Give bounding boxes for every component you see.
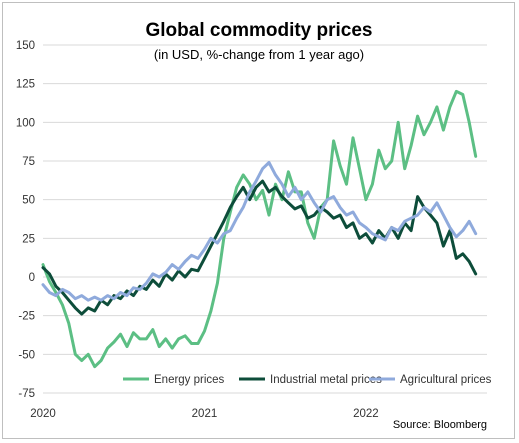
y-tick-label: -75	[18, 388, 35, 400]
legend-label: Agricultural prices	[400, 374, 492, 386]
y-tick-label: 150	[16, 40, 35, 52]
series-line	[41, 161, 478, 302]
y-tick-label: 25	[22, 233, 35, 245]
x-tick-label: 2021	[192, 408, 218, 420]
y-tick-label: 100	[16, 117, 35, 129]
y-tick-label: 125	[16, 79, 35, 91]
line-chart: Global commodity prices (in USD, %-chang…	[16, 20, 492, 431]
y-axis-ticks: 150 125 100 75 50 25 0 -25 -50 -75	[16, 40, 35, 400]
series-lines	[41, 89, 478, 369]
y-tick-label: 0	[29, 272, 35, 284]
y-tick-label: 75	[22, 156, 35, 168]
gridlines	[43, 44, 487, 394]
source-note: Source: Bloomberg	[393, 419, 487, 431]
legend: Energy prices Industrial metal prices Agri…	[123, 374, 492, 386]
y-tick-label: -50	[18, 349, 35, 361]
chart-frame: Global commodity prices (in USD, %-chang…	[2, 2, 515, 439]
x-tick-label: 2022	[353, 408, 379, 420]
chart-subtitle: (in USD, %-change from 1 year ago)	[154, 47, 364, 62]
legend-label: Industrial metal prices	[270, 374, 382, 386]
x-axis-ticks: 2020 2021 2022	[30, 408, 379, 420]
chart-title: Global commodity prices	[146, 20, 373, 41]
y-tick-label: -25	[18, 311, 35, 323]
legend-label: Energy prices	[154, 374, 225, 386]
x-tick-label: 2020	[30, 408, 56, 420]
y-tick-label: 50	[22, 195, 35, 207]
series-line	[41, 89, 478, 369]
